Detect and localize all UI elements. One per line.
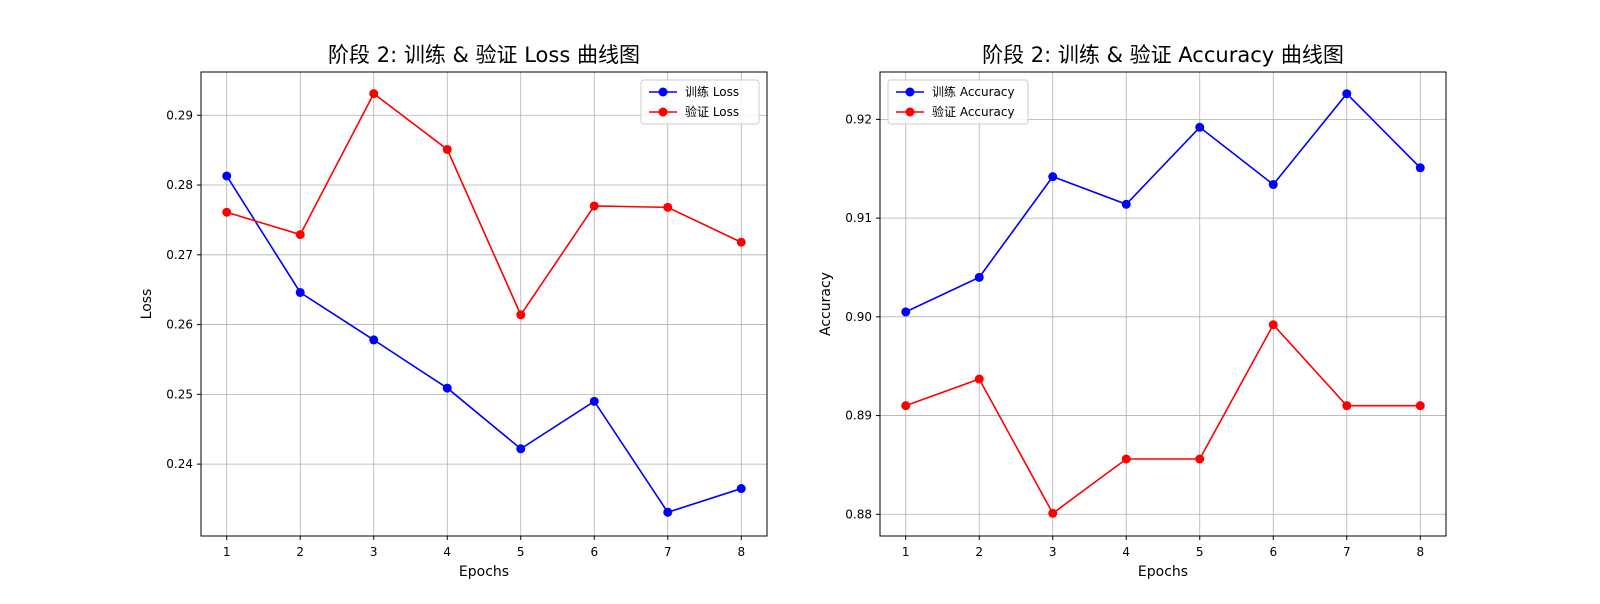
x-axis-label: Epochs [1138, 564, 1188, 580]
data-point [1268, 180, 1278, 190]
x-tick-label: 3 [1049, 545, 1057, 559]
data-point [1415, 401, 1425, 411]
legend-label: 训练 Loss [685, 84, 739, 99]
y-tick-label: 0.88 [845, 507, 872, 521]
data-point [901, 401, 911, 411]
data-point [1195, 122, 1205, 132]
legend: 训练 Accuracy 验证 Accuracy [887, 79, 1029, 125]
x-tick-label: 5 [517, 545, 525, 559]
series-line-train [226, 175, 742, 514]
y-tick-label: 0.28 [166, 178, 193, 192]
data-point [222, 171, 232, 181]
data-point [369, 335, 379, 345]
data-point [1415, 163, 1425, 173]
chart-panel-1: 1 2 3 4 5 6 7 8 0.24 0.25 0.26 0.27 0.28 0.29 阶段 2: 训练… [139, 43, 768, 580]
legend-label: 验证 Loss [685, 104, 739, 119]
x-tick-label: 2 [975, 545, 983, 559]
data-point [1342, 89, 1352, 99]
series-line-val [905, 323, 1421, 515]
data-point [736, 237, 746, 247]
data-point [589, 396, 599, 406]
data-point [974, 374, 984, 384]
data-point [589, 201, 599, 211]
legend: 训练 Loss 验证 Loss [640, 79, 760, 125]
x-tick-label: 3 [370, 545, 378, 559]
legend-swatch-marker [905, 107, 915, 117]
x-tick-label: 7 [1343, 545, 1351, 559]
series-line-val [226, 92, 742, 317]
x-tick-label: 4 [443, 545, 451, 559]
data-point [663, 507, 673, 517]
legend-swatch-marker [658, 107, 668, 117]
legend-box [640, 79, 760, 125]
data-point [1121, 199, 1131, 209]
x-tick-label: 1 [902, 545, 910, 559]
chart-title: 阶段 2: 训练 & 验证 Accuracy 曲线图 [982, 43, 1344, 67]
x-tick-label: 8 [1416, 545, 1424, 559]
y-tick-label: 0.89 [845, 409, 872, 423]
data-point [516, 310, 526, 320]
data-point [295, 230, 305, 240]
data-point [222, 207, 232, 217]
data-point [442, 144, 452, 154]
data-point [516, 444, 526, 454]
data-point [442, 383, 452, 393]
y-tick-label: 0.25 [166, 387, 193, 401]
data-point [736, 484, 746, 494]
y-tick-label: 0.92 [845, 112, 872, 126]
data-point [974, 272, 984, 282]
y-tick-label: 0.91 [845, 211, 872, 225]
data-point [663, 202, 673, 212]
chart-panel-2: 1 2 3 4 5 6 7 8 0.88 0.89 0.90 0.91 0.92 阶段 2: 训练 & 验… [818, 43, 1447, 580]
data-point [1195, 454, 1205, 464]
legend-swatch-marker [658, 87, 668, 97]
legend-box [887, 79, 1029, 125]
y-tick-label: 0.24 [166, 457, 193, 471]
data-point [1048, 508, 1058, 518]
legend-swatch-marker [905, 87, 915, 97]
x-axis-label: Epochs [459, 564, 509, 580]
y-axis-label: Accuracy [818, 272, 834, 336]
x-tick-label: 5 [1196, 545, 1204, 559]
y-tick-label: 0.26 [166, 318, 193, 332]
data-point [901, 307, 911, 317]
y-axis-label: Loss [139, 289, 155, 320]
legend-label: 训练 Accuracy [932, 84, 1015, 99]
data-point [1121, 454, 1131, 464]
data-point [1048, 172, 1058, 182]
y-tick-label: 0.29 [166, 108, 193, 122]
x-tick-label: 6 [1269, 545, 1277, 559]
y-tick-label: 0.90 [845, 310, 872, 324]
legend-label: 验证 Accuracy [932, 104, 1015, 119]
x-tick-label: 6 [590, 545, 598, 559]
data-point [369, 89, 379, 99]
series-line-train [905, 92, 1421, 313]
x-tick-label: 4 [1122, 545, 1130, 559]
data-point [1342, 401, 1352, 411]
chart-title: 阶段 2: 训练 & 验证 Loss 曲线图 [328, 43, 640, 67]
y-tick-label: 0.27 [166, 248, 193, 262]
x-tick-label: 7 [664, 545, 672, 559]
x-tick-label: 8 [737, 545, 745, 559]
x-tick-label: 1 [223, 545, 231, 559]
plot-area-frame [200, 71, 768, 537]
plot-area-frame [879, 71, 1447, 537]
data-point [1268, 320, 1278, 330]
x-tick-label: 2 [296, 545, 304, 559]
data-point [295, 287, 305, 297]
